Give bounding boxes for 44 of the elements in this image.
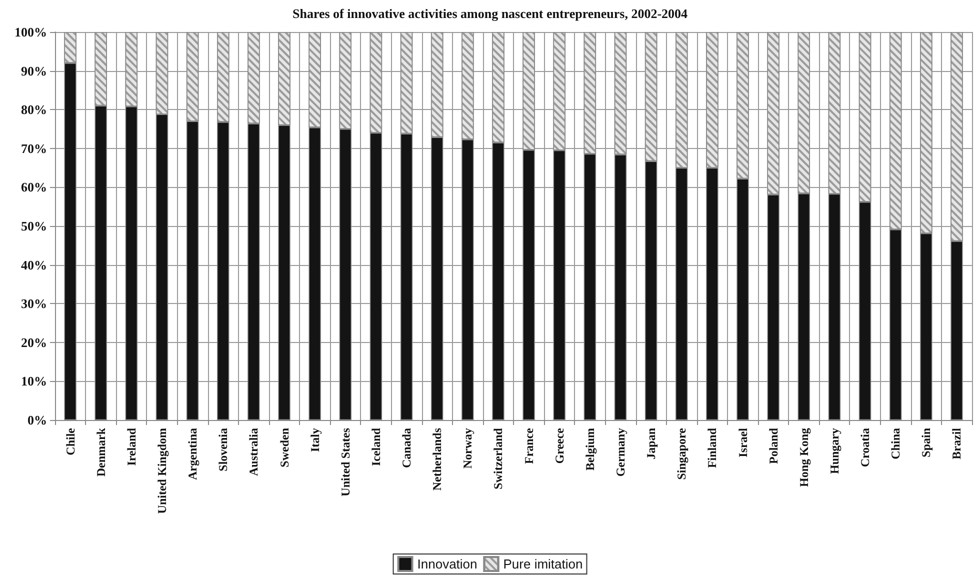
x-tick-label: Israel (736, 427, 750, 458)
x-tick-label: Norway (460, 428, 475, 469)
x-tick-label: Slovenia (216, 428, 230, 472)
x-tick-label: Netherlands (430, 428, 444, 491)
x-tick-label: Japan (644, 428, 658, 460)
x-tick-label: Greece (552, 427, 566, 464)
x-tick-label: Brazil (950, 427, 964, 460)
y-tick-label: 50% (21, 218, 47, 234)
y-tick-label: 60% (21, 180, 47, 195)
x-tick-label: Croatia (858, 428, 872, 468)
x-tick-label: Spain (919, 428, 934, 458)
y-tick-label: 80% (21, 102, 47, 118)
chart-title: Shares of innovative activities among nascent entrepreneurs, 2002-2004 (292, 6, 688, 21)
x-tick-label: Finland (705, 428, 720, 468)
legend-label: Pure imitation (503, 556, 583, 572)
y-tick-label: 20% (21, 334, 47, 350)
x-tick-label: United Kingdom (154, 428, 169, 514)
legend-label: Innovation (417, 556, 478, 572)
x-tick-label: Hong Kong (796, 428, 811, 488)
x-tick-label: Switzerland (491, 428, 506, 490)
y-tick-label: 100% (14, 24, 47, 40)
y-tick-label: 10% (21, 374, 47, 389)
x-tick-label: Belgium (582, 428, 597, 471)
x-tick-label: Hungary (827, 428, 842, 474)
x-tick-label: Germany (613, 428, 628, 477)
x-tick-label: Sweden (277, 428, 292, 468)
y-tick-label: 90% (21, 63, 47, 78)
x-tick-label: Denmark (94, 428, 108, 477)
x-tick-label: United States (338, 428, 352, 496)
x-tick-label: Argentina (186, 428, 200, 480)
x-tick-label: China (888, 428, 903, 460)
x-tick-label: Ireland (124, 428, 138, 466)
x-tick-label: Iceland (368, 428, 383, 466)
x-tick-label: France (522, 427, 536, 464)
x-tick-label: Italy (308, 428, 322, 452)
y-tick-label: 0% (28, 412, 47, 428)
x-tick-label: Canada (400, 428, 414, 468)
y-tick-label: 30% (21, 296, 47, 312)
x-tick-label: Australia (246, 428, 261, 476)
x-tick-label: Chile (63, 427, 78, 456)
y-tick-label: 40% (21, 257, 47, 272)
y-tick-label: 70% (21, 140, 47, 156)
x-tick-label: Poland (766, 428, 780, 464)
x-tick-label: Singapore (674, 427, 689, 480)
